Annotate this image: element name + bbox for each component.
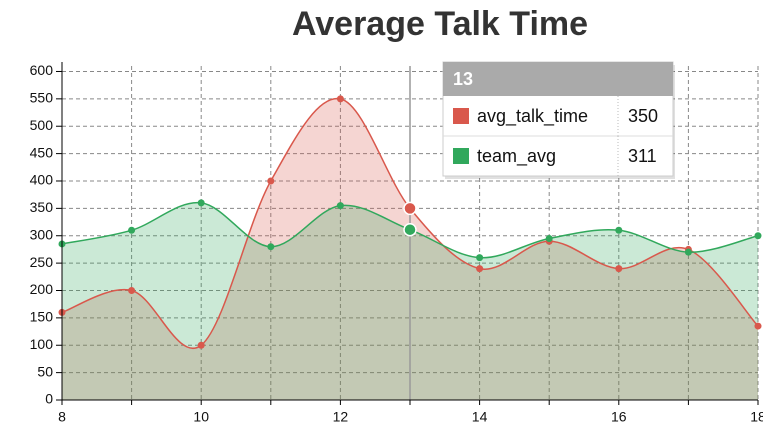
y-tick-label: 150 bbox=[30, 309, 54, 325]
tooltip-title: 13 bbox=[453, 69, 473, 89]
point bbox=[403, 222, 417, 237]
y-tick-label: 350 bbox=[30, 199, 54, 215]
point bbox=[615, 265, 623, 273]
y-tick-label: 200 bbox=[30, 281, 54, 297]
y-tick-label: 550 bbox=[30, 90, 54, 106]
y-tick-label: 450 bbox=[30, 144, 54, 160]
legend-label: avg_talk_time bbox=[477, 106, 588, 127]
point bbox=[754, 232, 762, 240]
tooltip-value: 350 bbox=[628, 106, 658, 126]
point bbox=[684, 248, 692, 256]
point bbox=[545, 234, 553, 242]
y-tick-label: 300 bbox=[30, 226, 54, 242]
y-tick-label: 0 bbox=[45, 391, 53, 407]
tooltip-value: 311 bbox=[628, 146, 657, 166]
x-tick-label: 8 bbox=[58, 409, 66, 425]
point bbox=[476, 254, 484, 262]
point bbox=[336, 95, 344, 103]
point bbox=[336, 202, 344, 210]
y-tick-label: 50 bbox=[37, 363, 53, 379]
x-tick-label: 14 bbox=[472, 409, 488, 425]
point bbox=[615, 226, 623, 234]
y-tick-label: 100 bbox=[30, 336, 54, 352]
point bbox=[267, 243, 275, 251]
x-tick-label: 10 bbox=[193, 409, 209, 425]
legend-label: team_avg bbox=[477, 146, 556, 167]
point bbox=[267, 177, 275, 185]
line bbox=[61, 97, 759, 349]
point bbox=[197, 199, 205, 207]
tooltip-header bbox=[443, 62, 673, 96]
x-tick-label: 12 bbox=[333, 409, 349, 425]
y-tick-label: 250 bbox=[30, 254, 54, 270]
legend-swatch bbox=[453, 148, 469, 164]
legend-swatch bbox=[453, 108, 469, 124]
y-tick-label: 400 bbox=[30, 172, 54, 188]
point bbox=[197, 341, 205, 349]
point bbox=[403, 201, 417, 216]
y-tick-label: 500 bbox=[30, 117, 54, 133]
x-tick-label: 18 bbox=[750, 409, 763, 425]
y-tick-label: 600 bbox=[30, 62, 54, 78]
chart-title: Average Talk Time bbox=[292, 5, 588, 43]
point bbox=[128, 226, 136, 234]
point bbox=[128, 286, 136, 294]
x-tick-label: 16 bbox=[611, 409, 627, 425]
point bbox=[754, 322, 762, 330]
point bbox=[476, 265, 484, 273]
